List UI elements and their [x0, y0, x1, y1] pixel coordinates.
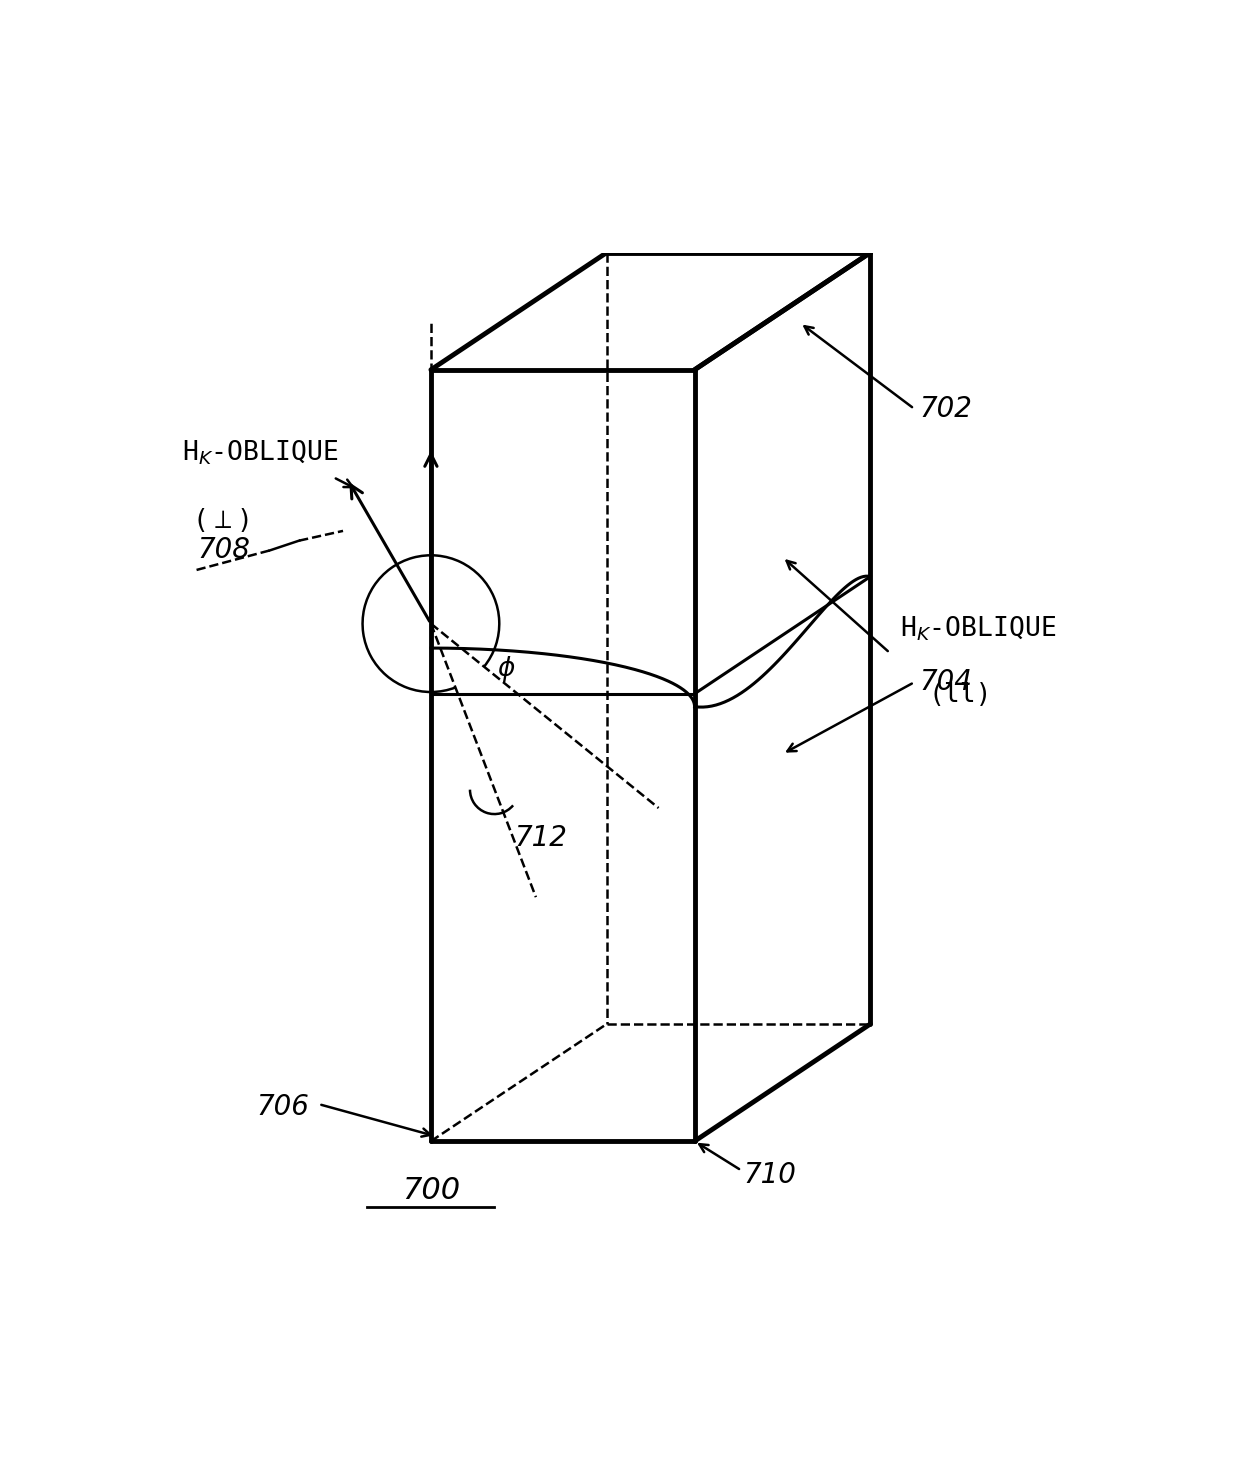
- Text: H$_K$-OBLIQUE: H$_K$-OBLIQUE: [900, 615, 1056, 643]
- Text: 702: 702: [920, 395, 971, 422]
- Text: 708: 708: [198, 537, 251, 565]
- Text: 712: 712: [514, 824, 567, 852]
- Text: ($\perp$): ($\perp$): [192, 506, 248, 534]
- Text: $\phi$: $\phi$: [496, 653, 515, 684]
- Text: 706: 706: [256, 1093, 309, 1121]
- Text: 710: 710: [743, 1162, 796, 1190]
- Text: 700: 700: [402, 1175, 460, 1204]
- Text: 704: 704: [920, 669, 971, 697]
- Text: (ll): (ll): [929, 682, 993, 709]
- Text: H$_K$-OBLIQUE: H$_K$-OBLIQUE: [181, 439, 338, 468]
